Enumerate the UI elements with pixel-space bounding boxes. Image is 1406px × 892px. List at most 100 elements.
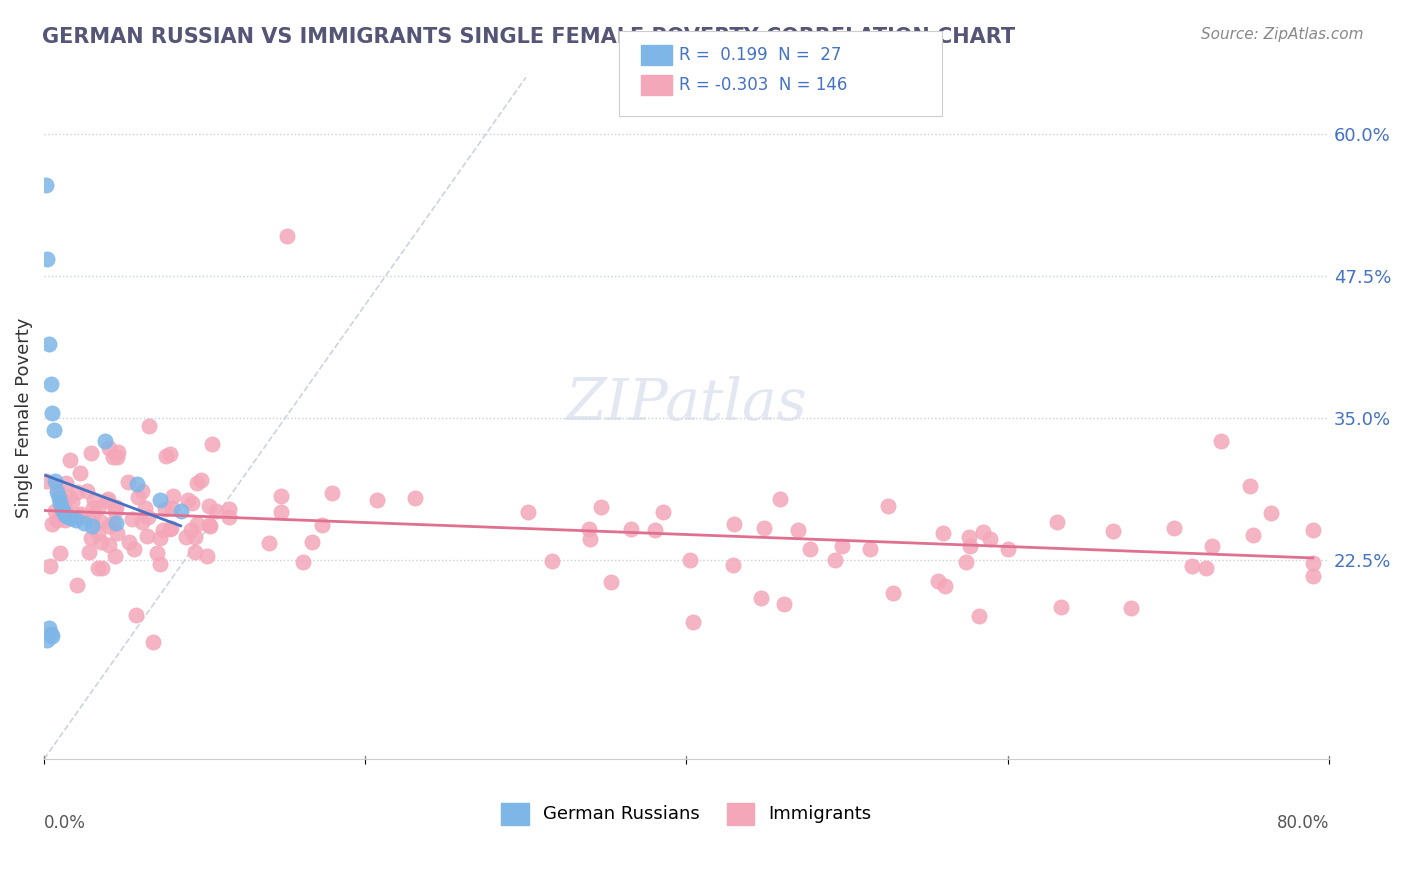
Point	[169, 504, 191, 518]
Point	[82, 508, 104, 522]
Point	[301, 535, 323, 549]
Point	[149, 493, 172, 508]
Point	[1241, 528, 1264, 542]
Y-axis label: Single Female Poverty: Single Female Poverty	[15, 318, 32, 518]
Point	[769, 492, 792, 507]
Point	[201, 437, 224, 451]
Point	[859, 541, 882, 556]
Point	[218, 509, 240, 524]
Point	[98, 441, 121, 455]
Text: Source: ZipAtlas.com: Source: ZipAtlas.com	[1201, 27, 1364, 42]
Point	[38, 621, 60, 635]
Point	[276, 229, 298, 244]
Point	[955, 555, 977, 569]
Point	[799, 542, 821, 557]
Point	[41, 516, 63, 531]
Point	[37, 632, 59, 647]
Point	[155, 501, 177, 516]
Point	[1209, 434, 1232, 449]
Point	[786, 523, 808, 537]
Point	[87, 526, 110, 541]
Point	[125, 607, 148, 622]
Point	[131, 484, 153, 499]
Point	[152, 523, 174, 537]
Point	[205, 504, 228, 518]
Point	[1302, 568, 1324, 582]
Point	[181, 495, 204, 509]
Point	[682, 615, 704, 630]
Point	[66, 578, 89, 592]
Point	[321, 486, 343, 500]
Point	[652, 505, 675, 519]
Point	[589, 500, 612, 515]
Point	[44, 474, 66, 488]
Point	[198, 517, 221, 532]
Text: R = -0.303  N = 146: R = -0.303 N = 146	[679, 76, 848, 94]
Point	[578, 522, 600, 536]
Point	[1194, 561, 1216, 575]
Point	[134, 500, 156, 515]
Point	[257, 536, 280, 550]
Point	[540, 554, 562, 568]
Point	[41, 405, 63, 419]
Point	[1302, 556, 1324, 570]
Legend: German Russians, Immigrants: German Russians, Immigrants	[494, 796, 879, 831]
Point	[218, 502, 240, 516]
Point	[82, 501, 104, 516]
Point	[105, 450, 128, 465]
Point	[122, 541, 145, 556]
Point	[876, 499, 898, 513]
Point	[197, 499, 219, 513]
Point	[127, 477, 149, 491]
Point	[87, 561, 110, 575]
Point	[55, 475, 77, 490]
Point	[270, 489, 292, 503]
Point	[366, 493, 388, 508]
Point	[599, 575, 621, 590]
Point	[136, 529, 159, 543]
Point	[77, 544, 100, 558]
Point	[90, 534, 112, 549]
Point	[180, 523, 202, 537]
Point	[824, 553, 846, 567]
Point	[149, 531, 172, 545]
Point	[66, 484, 89, 499]
Point	[51, 502, 73, 516]
Point	[932, 525, 955, 540]
Point	[53, 513, 76, 527]
Point	[997, 541, 1019, 556]
Point	[270, 505, 292, 519]
Point	[97, 491, 120, 506]
Point	[972, 525, 994, 540]
Point	[177, 492, 200, 507]
Point	[82, 519, 104, 533]
Point	[41, 629, 63, 643]
Point	[96, 493, 118, 508]
Point	[80, 531, 103, 545]
Point	[90, 516, 112, 530]
Point	[52, 504, 75, 518]
Text: 0.0%: 0.0%	[44, 814, 86, 831]
Point	[160, 521, 183, 535]
Point	[39, 377, 62, 392]
Point	[773, 597, 796, 611]
Point	[104, 504, 127, 518]
Point	[979, 533, 1001, 547]
Point	[60, 495, 83, 509]
Point	[1119, 601, 1142, 615]
Point	[160, 500, 183, 515]
Point	[53, 508, 76, 522]
Point	[1201, 539, 1223, 553]
Point	[103, 450, 125, 464]
Point	[37, 252, 59, 267]
Point	[80, 446, 103, 460]
Point	[186, 476, 208, 491]
Point	[42, 423, 65, 437]
Point	[578, 532, 600, 546]
Point	[186, 516, 208, 531]
Text: 80.0%: 80.0%	[1277, 814, 1329, 831]
Point	[104, 549, 127, 563]
Point	[749, 591, 772, 605]
Point	[721, 558, 744, 573]
Point	[46, 485, 69, 500]
